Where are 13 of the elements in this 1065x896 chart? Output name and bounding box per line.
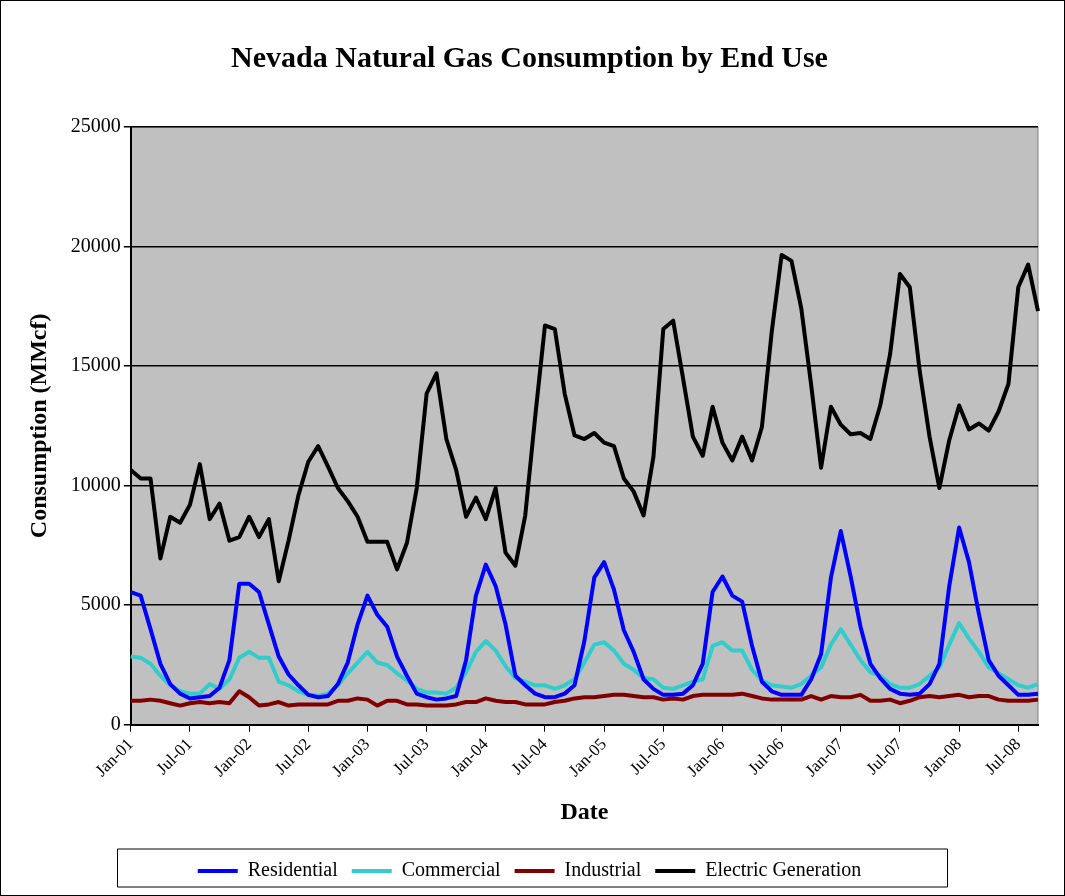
y-tick-label: 25000 [70,114,121,137]
y-tick-label: 0 [110,711,121,734]
legend-label: Residential [247,858,339,881]
y-axis-title: Consumption (MMcf) [24,313,51,539]
chart-title: Nevada Natural Gas Consumption by End Use [231,39,828,73]
y-tick-label: 15000 [70,353,121,376]
legend-label: Industrial [564,858,642,881]
legend-label: Electric Generation [705,858,862,881]
y-tick-label: 10000 [70,472,121,495]
y-tick-label: 5000 [80,592,121,615]
x-axis-title: Date [560,797,609,824]
legend-label: Commercial [401,858,502,881]
y-tick-label: 20000 [70,233,121,256]
